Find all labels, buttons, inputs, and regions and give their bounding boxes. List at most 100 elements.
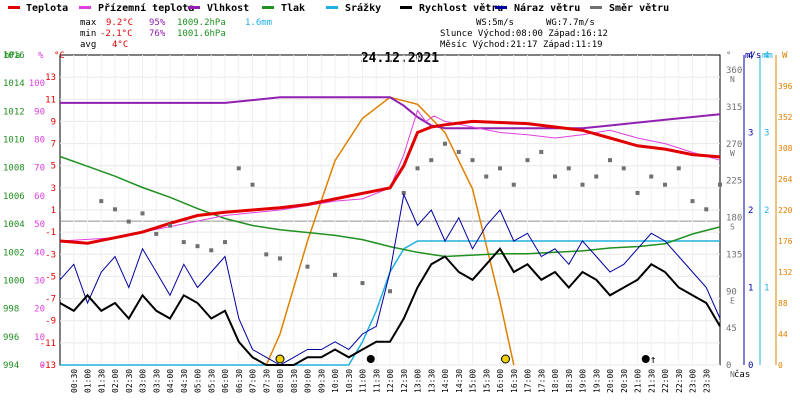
tick-wm2: 308	[778, 144, 793, 153]
tick-x: 03:30	[152, 369, 161, 393]
tick-hpa: 1000	[3, 276, 25, 286]
tick-wm2: 132	[778, 268, 793, 277]
legend-wind-gust: Náraz větru	[495, 2, 580, 14]
tick-mm: 4	[764, 51, 769, 61]
tick-celsius: 7	[51, 140, 56, 150]
tick-celsius: -5	[45, 272, 56, 282]
stats-max-temp: 9.2°C	[106, 18, 133, 28]
tick-x: 02:30	[125, 369, 134, 393]
tick-pct: 60	[34, 192, 45, 202]
wind-direction-point	[566, 166, 571, 171]
legend-pressure: Tlak	[262, 3, 305, 14]
tick-x: 23:30	[702, 369, 711, 393]
tick-x: 10:30	[345, 369, 354, 393]
wind-direction-point	[126, 219, 131, 224]
tick-deg: 360	[726, 66, 742, 76]
wind-direction-point	[718, 182, 722, 187]
wind-direction-point	[470, 158, 475, 163]
tick-x: 22:30	[675, 369, 684, 393]
tick-wm2: 44	[778, 330, 788, 339]
tick-deg: 0	[726, 361, 731, 371]
tick-x: 07:30	[262, 369, 271, 393]
tick-x: 18:30	[565, 369, 574, 393]
svg-text:Tlak: Tlak	[281, 3, 305, 14]
svg-text:Vlhkost: Vlhkost	[207, 3, 249, 14]
humidity-line	[60, 96, 721, 130]
tick-ms: 4	[748, 51, 753, 61]
tick-hpa: 1014	[3, 79, 25, 89]
stats-max-hum: 95%	[149, 18, 166, 28]
tick-x: 11:00	[359, 369, 368, 393]
tick-hpa: 998	[3, 305, 19, 315]
tick-hpa: 994	[3, 361, 19, 371]
tick-x: 15:30	[482, 369, 491, 393]
wind-direction-point	[333, 272, 337, 277]
tick-x: 16:00	[496, 369, 505, 393]
stats-moon: Měsíc Východ:21:17 Západ:11:19	[440, 40, 603, 50]
tick-deg: 45	[726, 324, 737, 334]
tick-hpa: 1016	[3, 51, 25, 61]
tick-hpa: 1010	[3, 136, 25, 146]
tick-x: 19:30	[592, 369, 601, 393]
wind-direction-point	[305, 264, 310, 269]
tick-x: 17:00	[524, 369, 533, 393]
tick-x: 18:00	[551, 369, 560, 393]
legend-temperature: Teplota	[8, 3, 68, 14]
wind-direction-point	[278, 256, 282, 261]
tick-x: 20:30	[620, 369, 629, 393]
stats-avg-temp: 4°C	[112, 40, 128, 50]
wind-direction-point	[140, 211, 145, 216]
axes: 131197531-1-3-5-7-9-11-13101610141012101…	[3, 51, 793, 393]
tick-x: 04:30	[180, 369, 189, 393]
tick-x: 07:00	[249, 369, 258, 393]
sunset-marker	[501, 354, 510, 364]
tick-x: 14:00	[441, 369, 450, 393]
tick-hpa: 1002	[3, 248, 25, 258]
unit-hpa: hPa	[4, 51, 20, 61]
tick-x: 15:00	[469, 369, 478, 393]
unit-pct: %	[38, 51, 44, 61]
tick-hpa: 1008	[3, 164, 25, 174]
tick-celsius: -13	[40, 361, 56, 371]
legend: Teplota Přízemní teplota Vlhkost Tlak Sr…	[8, 2, 669, 14]
tick-deg: 225	[726, 177, 742, 187]
svg-text:Přízemní teplota: Přízemní teplota	[98, 2, 194, 14]
unit-wm2: W	[782, 51, 788, 61]
tick-x: 09:00	[304, 369, 313, 393]
moonrise-arrow: ↑	[650, 353, 657, 366]
tick-x: 13:00	[414, 369, 423, 393]
wind-direction-point	[195, 244, 200, 249]
tick-wm2: 220	[778, 206, 793, 215]
wind-direction-point	[621, 166, 626, 171]
wind-direction-point	[580, 182, 585, 187]
wind-direction-point	[525, 158, 530, 163]
stats-min-hum: 76%	[149, 29, 166, 39]
tick-deg-label: N	[730, 370, 735, 379]
tick-deg-label: E	[730, 296, 735, 305]
tick-ms: 0	[748, 361, 753, 371]
stats-max-label: max	[80, 18, 97, 28]
tick-x: 03:00	[139, 369, 148, 393]
legend-humidity: Vlhkost	[188, 3, 249, 14]
tick-x: 12:30	[400, 369, 409, 393]
tick-pct: 0	[40, 361, 45, 371]
wind-direction-point	[663, 182, 667, 187]
tick-celsius: 5	[51, 162, 56, 172]
legend-wind-direction: Směr větru	[590, 2, 669, 14]
svg-text:Teplota: Teplota	[26, 3, 68, 14]
stats-avg-label: avg	[80, 40, 96, 50]
legend-ground-temperature: Přízemní teplota	[79, 2, 194, 14]
wind-direction-point	[113, 207, 117, 212]
tick-celsius: -7	[45, 295, 56, 305]
tick-ms: 3	[748, 129, 753, 139]
legend-wind-speed: Rychlost větru	[400, 2, 503, 14]
wind-direction-point	[223, 240, 227, 245]
tick-hpa: 996	[3, 333, 19, 343]
tick-x: 10:00	[331, 369, 340, 393]
wind-direction-point	[168, 223, 172, 228]
stats-max-press: 1009.2hPa	[177, 18, 226, 28]
unit-ms: m/s	[745, 51, 761, 61]
tick-pct: 90	[34, 107, 45, 117]
tick-pct: 50	[34, 220, 45, 230]
